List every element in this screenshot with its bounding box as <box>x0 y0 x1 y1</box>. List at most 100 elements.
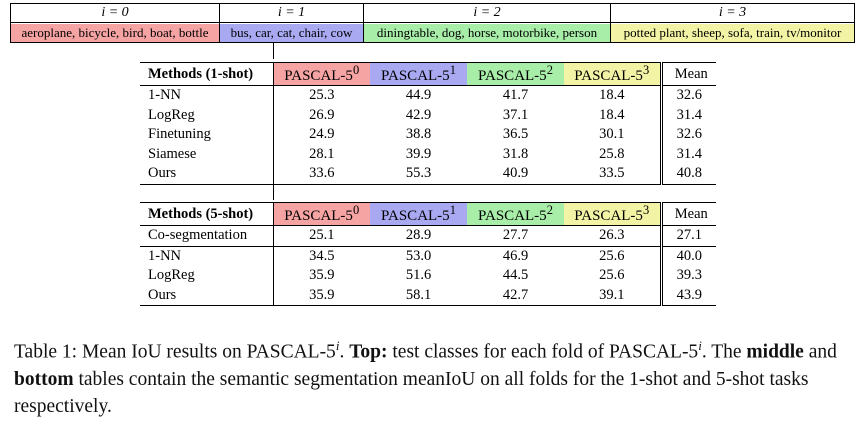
table-row: Ours 33.6 55.3 40.9 33.5 40.8 <box>140 164 716 185</box>
results-table-5shot: Methods (5-shot) PASCAL-50 PASCAL-51 PAS… <box>140 202 716 306</box>
col-header-pascal-2: PASCAL-52 <box>467 202 564 226</box>
method-column-header: Methods (1-shot) <box>140 62 274 86</box>
fold-sep-3 <box>610 3 611 43</box>
fold-top-rule <box>10 3 855 4</box>
score-cell: 33.6 <box>273 164 370 185</box>
col-header-label: PASCAL-5 <box>574 208 643 224</box>
score-cell: 30.1 <box>599 126 625 143</box>
score-cell: 42.9 <box>405 106 432 123</box>
fold-header-3: i = 3 <box>718 5 747 20</box>
fold-bottom-rule <box>10 42 855 43</box>
caption-middle-label: middle <box>746 341 804 363</box>
fold-sep-1 <box>219 3 220 43</box>
table-body: 1-NN 25.3 44.9 41.7 18.4 32.6 LogReg 26.9 42.9 37… <box>140 85 716 185</box>
score-cell: 51.6 <box>405 267 432 284</box>
fold-right-rule <box>854 3 855 43</box>
score-cell: 25.8 <box>599 145 625 162</box>
col-header-pascal-0: PASCAL-50 <box>273 62 370 86</box>
connector-middle <box>273 183 274 200</box>
method-name: 1-NN <box>140 246 274 266</box>
score-cell: 44.9 <box>405 87 432 104</box>
score-cell: 24.9 <box>309 126 335 143</box>
score-cell: 25.6 <box>599 247 625 264</box>
col-header-pascal-3: PASCAL-53 <box>564 62 661 86</box>
table-header-row: Methods (5-shot) PASCAL-50 PASCAL-51 PAS… <box>140 202 716 226</box>
results-table-1shot: Methods (1-shot) PASCAL-50 PASCAL-51 PAS… <box>140 62 716 185</box>
table-row: 1-NN 25.3 44.9 41.7 18.4 32.6 <box>140 85 716 106</box>
score-cell: 39.9 <box>405 145 432 162</box>
caption-dot2: . <box>701 341 707 363</box>
fold-sep-2 <box>363 3 364 43</box>
mean-cell: 31.4 <box>659 105 716 125</box>
col-header-mean: Mean <box>659 62 716 86</box>
fold-left-rule <box>10 3 11 43</box>
fold-classes-0: aeroplane, bicycle, bird, boat, bottle <box>11 24 219 42</box>
method-name: Ours <box>140 164 274 185</box>
mean-cell: 43.9 <box>659 285 716 306</box>
col-header-pascal-2: PASCAL-52 <box>467 62 564 86</box>
table-caption: Table 1: Mean IoU results on PASCAL-5i. … <box>14 332 854 420</box>
col-header-sup: 1 <box>449 203 456 217</box>
score-cell: 28.9 <box>370 225 467 247</box>
mean-cell: 32.6 <box>659 85 716 106</box>
col-header-mean: Mean <box>659 202 716 226</box>
caption-top-text: test classes for each fold of PASCAL-5 <box>387 341 699 363</box>
method-name: Ours <box>140 285 274 306</box>
score-cell: 28.1 <box>309 145 335 162</box>
col-header-label: PASCAL-5 <box>381 208 450 224</box>
connector-top <box>273 43 274 59</box>
method-column-header: Methods (5-shot) <box>140 202 274 226</box>
score-cell: 39.1 <box>564 285 661 306</box>
score-cell: 25.1 <box>273 225 370 247</box>
table-row: Siamese 28.1 39.9 31.8 25.8 31.4 <box>140 144 716 164</box>
score-cell: 41.7 <box>502 87 529 104</box>
score-cell: 40.9 <box>467 164 564 185</box>
col-header-sup: 2 <box>546 63 553 77</box>
method-name: Finetuning <box>140 125 274 145</box>
score-cell: 46.9 <box>502 247 529 264</box>
method-name: Co-segmentation <box>140 225 274 247</box>
col-header-pascal-0: PASCAL-50 <box>273 202 370 226</box>
score-cell: 18.4 <box>599 106 625 123</box>
score-cell: 37.1 <box>502 106 529 123</box>
score-cell: 27.7 <box>467 225 564 247</box>
method-name: Siamese <box>140 144 274 164</box>
col-header-label: PASCAL-5 <box>478 68 547 84</box>
table-row: LogReg 35.9 51.6 44.5 25.6 39.3 <box>140 266 716 286</box>
table-header-row: Methods (1-shot) PASCAL-50 PASCAL-51 PAS… <box>140 62 716 86</box>
fold-header-1: i = 1 <box>277 5 306 20</box>
caption-text-b: and <box>803 341 837 363</box>
score-cell: 53.0 <box>405 247 432 264</box>
table-row: Co-segmentation 25.1 28.9 27.7 26.3 27.1 <box>140 225 716 247</box>
method-name: 1-NN <box>140 85 274 106</box>
score-cell: 58.1 <box>370 285 467 306</box>
score-cell: 25.6 <box>599 267 625 284</box>
col-header-pascal-1: PASCAL-51 <box>370 202 467 226</box>
table-row: Ours 35.9 58.1 42.7 39.1 43.9 <box>140 285 716 306</box>
mean-cell: 32.6 <box>659 125 716 145</box>
col-header-sup: 3 <box>642 203 650 217</box>
col-header-label: PASCAL-5 <box>284 208 353 224</box>
score-cell: 38.8 <box>405 126 432 143</box>
mean-cell: 39.3 <box>659 266 716 286</box>
fold-header-0: i = 0 <box>101 5 129 20</box>
col-header-label: PASCAL-5 <box>574 68 643 84</box>
score-cell: 26.9 <box>309 106 335 123</box>
fold-header-2: i = 2 <box>473 5 501 20</box>
caption-dot: . <box>339 341 350 363</box>
caption-prefix: Table 1: Mean IoU results on PASCAL-5 <box>14 341 336 363</box>
col-header-sup: 3 <box>642 63 650 77</box>
caption-top-label: Top: <box>349 341 388 363</box>
score-cell: 42.7 <box>467 285 564 306</box>
col-header-pascal-3: PASCAL-53 <box>564 202 661 226</box>
col-header-pascal-1: PASCAL-51 <box>370 62 467 86</box>
score-cell: 35.9 <box>309 267 335 284</box>
score-cell: 31.8 <box>502 145 529 162</box>
col-header-sup: 0 <box>352 203 360 217</box>
mean-cell: 31.4 <box>659 144 716 164</box>
score-cell: 33.5 <box>564 164 661 185</box>
fold-mid-rule <box>10 22 855 23</box>
score-cell: 35.9 <box>273 285 370 306</box>
score-cell: 34.5 <box>309 247 335 264</box>
caption-sup-i: i <box>335 338 340 353</box>
